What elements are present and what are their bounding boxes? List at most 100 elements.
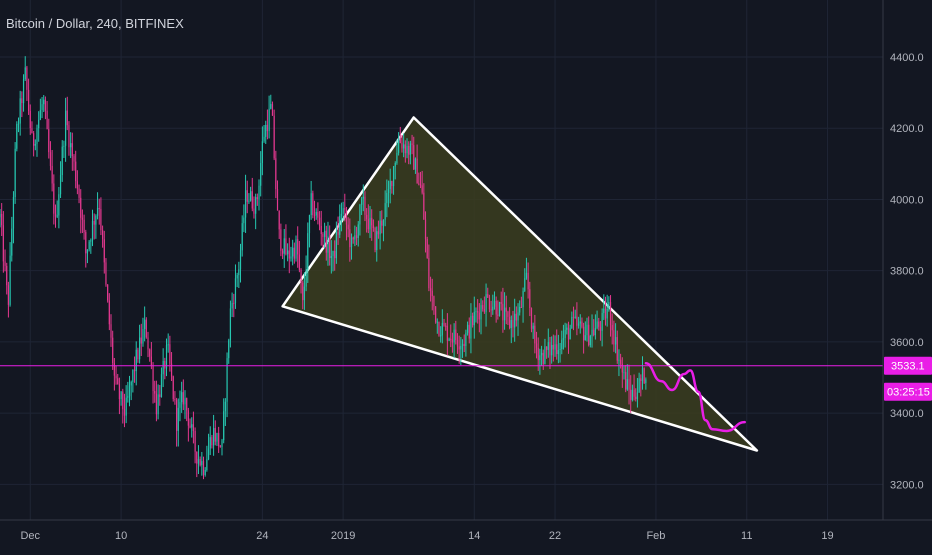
- projection-path: [644, 362, 746, 433]
- candle-body: [164, 360, 166, 369]
- candle-body: [313, 215, 316, 217]
- candle-body: [271, 104, 274, 116]
- candle-body: [450, 338, 452, 340]
- candle-body: [324, 230, 326, 237]
- candle-body: [465, 332, 467, 347]
- candle-body: [507, 311, 509, 317]
- candle-body: [381, 220, 383, 226]
- candle-body: [458, 346, 460, 350]
- price-tick-label: 4000.0: [890, 194, 924, 206]
- candle-body: [244, 190, 247, 218]
- candle-body: [559, 348, 561, 351]
- candle-body: [604, 308, 607, 319]
- candle-body: [216, 433, 218, 442]
- candle-body: [70, 143, 72, 148]
- candle-body: [2, 225, 4, 262]
- candle-body: [196, 451, 198, 464]
- candle-body: [199, 458, 201, 466]
- candle-body: [392, 166, 395, 187]
- candle-body: [85, 232, 87, 254]
- candle-body: [63, 145, 65, 147]
- candle-body: [263, 136, 265, 142]
- candle-body: [44, 99, 47, 111]
- symbol-name[interactable]: Bitcoin / Dollar: [6, 16, 90, 31]
- candle-body: [258, 185, 260, 199]
- candle-body: [246, 190, 248, 202]
- candle-body: [209, 437, 211, 449]
- candle-body: [307, 233, 309, 270]
- candle-body: [433, 296, 435, 307]
- candle-body: [631, 389, 633, 400]
- candle-body: [376, 231, 378, 251]
- candle-body: [574, 316, 576, 318]
- candle-body: [238, 269, 240, 276]
- candle-body: [411, 143, 413, 146]
- candle-body: [569, 328, 571, 340]
- triangle-drawing[interactable]: [281, 116, 759, 452]
- candle-body: [219, 446, 221, 448]
- candle-body: [630, 389, 632, 400]
- candle-body: [122, 391, 124, 410]
- candle-body: [276, 188, 279, 211]
- candle-body: [51, 165, 53, 184]
- candle-body: [243, 217, 245, 224]
- candle-body: [594, 328, 596, 336]
- candle-body: [389, 180, 391, 190]
- candle-body: [329, 236, 331, 259]
- time-tick-label: 11: [741, 530, 752, 542]
- candle-body: [500, 302, 502, 304]
- candle-body: [281, 250, 284, 254]
- candle-body: [300, 269, 302, 283]
- candle-body: [530, 308, 533, 329]
- candle-body: [226, 358, 228, 402]
- candle-body: [83, 219, 85, 233]
- candle-body: [223, 411, 225, 441]
- candle-body: [463, 343, 465, 347]
- candle-body: [4, 261, 6, 266]
- candle-body: [256, 197, 258, 199]
- candle-body: [61, 146, 63, 176]
- candle-body: [586, 324, 588, 336]
- candle-body: [480, 305, 482, 320]
- candle-body: [636, 392, 639, 400]
- candle-body: [241, 223, 243, 251]
- candle-body: [22, 79, 25, 104]
- candle-body: [86, 249, 89, 254]
- candle-body: [312, 193, 314, 216]
- candle-body: [261, 141, 263, 163]
- candle-body: [120, 391, 122, 400]
- candle-body: [413, 145, 415, 170]
- candle-body: [446, 325, 448, 341]
- candle-body: [505, 307, 507, 312]
- candle-body: [144, 319, 146, 330]
- candle-body: [498, 302, 501, 316]
- candle-body: [218, 433, 220, 447]
- triangle-pattern[interactable]: [281, 116, 759, 452]
- candle-body: [255, 197, 257, 214]
- candle-body: [482, 305, 484, 309]
- candle-body: [128, 385, 131, 397]
- candle-body: [451, 339, 454, 343]
- candle-body: [150, 356, 152, 367]
- candle-body: [283, 238, 285, 254]
- time-tick-label: Feb: [646, 530, 665, 542]
- candle-body: [29, 110, 31, 129]
- candle-body: [278, 210, 280, 230]
- candle-body: [514, 313, 516, 328]
- candle-body: [497, 314, 499, 316]
- candle-body: [419, 184, 422, 186]
- candle-body: [38, 119, 40, 129]
- candle-body: [466, 324, 469, 333]
- candle-body: [9, 255, 11, 305]
- candle-body: [118, 384, 121, 400]
- interval-label[interactable]: 240: [96, 16, 119, 31]
- candle-body: [202, 461, 205, 475]
- candle-body: [64, 110, 67, 146]
- candle-body: [435, 306, 437, 323]
- candle-body: [1, 213, 3, 226]
- candle-body: [17, 123, 20, 125]
- candle-body: [26, 67, 28, 90]
- candle-body: [448, 338, 450, 341]
